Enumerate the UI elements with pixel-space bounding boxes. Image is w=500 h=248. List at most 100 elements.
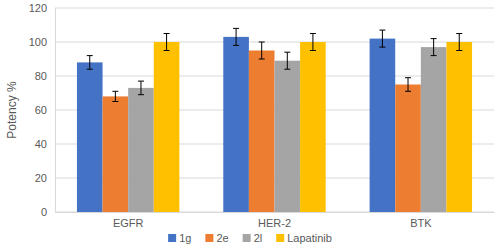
y-tick: 0 [41,206,55,218]
legend-item: Lapatinib [276,232,332,244]
legend-label: 2e [216,232,228,244]
series [77,28,395,212]
error-bar-line [87,55,93,56]
error-bar-line [408,78,409,92]
error-bar-line [140,81,141,95]
error-bar-line [459,34,460,51]
bar [300,42,326,212]
bar [421,47,447,212]
error-bar-line [115,91,116,101]
legend-swatch [168,234,176,242]
grid [55,8,494,212]
error-bar-line [87,69,93,70]
error-bar-line [382,30,383,47]
error-bar-line [310,33,316,34]
error-bar [233,28,239,45]
grid-line [55,8,494,9]
y-tick: 80 [35,70,55,82]
error-bar-line [456,50,462,51]
legend-item: 2l [243,232,263,244]
y-tick-label: 120 [29,2,47,14]
error-bar-line [261,42,262,59]
error-bar [87,56,93,70]
error-bar-line [284,52,290,53]
bar [103,96,129,212]
series [103,42,421,212]
error-bar-line [312,34,313,51]
bar [275,61,301,212]
error-bar-line [112,101,118,102]
bar [128,88,154,212]
error-bar-line [166,34,167,51]
legend: 1g 2e 2l Lapatinib [168,232,332,244]
x-tick: HER-2 [258,212,291,229]
bar [370,39,396,212]
y-tick-label: 0 [41,206,47,218]
y-axis: 0 20 40 60 80 100 120 [29,2,56,218]
error-bar-line [405,77,411,78]
y-tick-label: 100 [29,36,47,48]
legend-label: Lapatinib [287,232,332,244]
error-bar [112,91,118,101]
y-tick: 120 [29,2,55,14]
error-bar-line [236,28,237,45]
y-tick-label: 60 [35,104,47,116]
error-bar-line [138,81,144,82]
error-bar-line [233,45,239,46]
error-bar [310,34,316,51]
y-axis-line [55,9,56,213]
bar [77,62,103,212]
error-bar-line [164,50,170,51]
series [154,34,472,213]
y-tick-label: 80 [35,70,47,82]
error-bar-line [431,38,437,39]
error-bar-line [164,33,170,34]
bar [223,37,249,212]
bars [77,28,472,212]
error-bar [379,30,385,47]
plot-area: 0 20 40 60 80 100 120 EGFR HER-2 BTK [29,2,495,229]
legend-item: 1g [168,232,191,244]
x-axis-line [56,212,495,213]
error-bar-line [259,59,265,60]
legend-label: 2l [254,232,263,244]
legend-swatch [276,234,284,242]
error-bar-line [310,50,316,51]
x-tick: BTK [410,212,432,229]
error-bar [138,81,144,95]
error-bar [259,42,265,59]
legend-swatch [205,234,213,242]
chart: 0 20 40 60 80 100 120 EGFR HER-2 BTK Potency % 1g 2e… [0,0,500,248]
error-bar-line [433,39,434,56]
y-tick: 20 [35,172,55,184]
x-tick-label: HER-2 [258,217,291,229]
error-bar-line [379,30,385,31]
bar [395,85,421,213]
error-bar-line [233,28,239,29]
error-bar-line [112,91,118,92]
x-tick: EGFR [113,212,144,229]
error-bar-line [259,42,265,43]
error-bar-line [405,91,411,92]
legend-swatch [243,234,251,242]
error-bar-line [379,47,385,48]
error-bar-line [138,94,144,95]
error-bar-line [89,56,90,70]
error-bar [284,52,290,69]
error-bar [164,34,170,51]
x-axis: EGFR HER-2 BTK [56,212,495,229]
y-tick: 100 [29,36,55,48]
y-tick-label: 40 [35,138,47,150]
bar [446,42,472,212]
error-bar-line [456,33,462,34]
error-bar [456,34,462,51]
y-tick: 40 [35,138,55,150]
error-bar-line [431,55,437,56]
y-tick-label: 20 [35,172,47,184]
y-axis-title: Potency % [5,81,19,139]
error-bar [431,39,437,56]
legend-item: 2e [205,232,228,244]
y-tick: 60 [35,104,55,116]
series [128,39,446,212]
error-bar-line [287,52,288,69]
